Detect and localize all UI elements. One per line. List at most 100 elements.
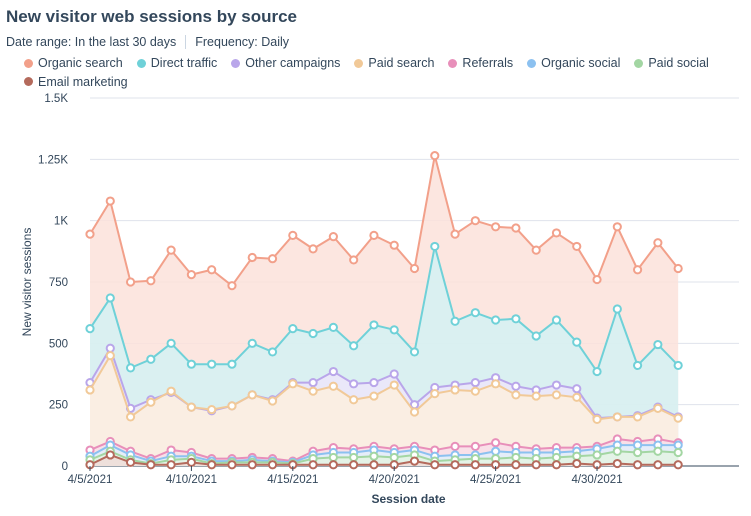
point-paid-social[interactable] [349, 452, 359, 463]
point-email-marketing[interactable] [308, 460, 318, 470]
point-organic-search[interactable] [409, 263, 420, 274]
point-direct-traffic[interactable] [85, 324, 95, 334]
legend-item-paid-social[interactable]: Paid social [634, 54, 709, 72]
point-organic-search[interactable] [328, 232, 338, 242]
point-email-marketing[interactable] [430, 460, 440, 470]
point-other-campaigns[interactable] [349, 379, 359, 389]
point-email-marketing[interactable] [349, 460, 359, 470]
point-organic-search[interactable] [186, 270, 197, 280]
point-organic-search[interactable] [612, 222, 622, 232]
point-other-campaigns[interactable] [308, 377, 318, 388]
point-direct-traffic[interactable] [267, 347, 278, 357]
point-paid-search[interactable] [85, 385, 95, 395]
point-paid-search[interactable] [125, 412, 136, 422]
point-paid-social[interactable] [389, 452, 399, 463]
point-email-marketing[interactable] [531, 460, 541, 470]
point-email-marketing[interactable] [653, 460, 663, 470]
point-paid-search[interactable] [592, 414, 602, 424]
point-email-marketing[interactable] [247, 460, 257, 470]
point-paid-search[interactable] [572, 392, 582, 402]
point-paid-search[interactable] [105, 351, 115, 361]
point-paid-search[interactable] [389, 380, 399, 390]
point-direct-traffic[interactable] [470, 308, 480, 318]
point-paid-search[interactable] [551, 390, 562, 400]
point-other-campaigns[interactable] [551, 380, 562, 390]
point-organic-search[interactable] [491, 222, 501, 232]
point-paid-search[interactable] [288, 379, 298, 389]
point-organic-search[interactable] [227, 281, 237, 291]
point-direct-traffic[interactable] [551, 315, 562, 325]
point-organic-search[interactable] [511, 223, 521, 233]
point-direct-traffic[interactable] [328, 322, 338, 332]
point-paid-search[interactable] [511, 390, 521, 400]
point-direct-traffic[interactable] [308, 328, 318, 339]
point-paid-search[interactable] [247, 390, 257, 400]
point-direct-traffic[interactable] [125, 363, 136, 373]
point-organic-search[interactable] [572, 241, 582, 252]
point-paid-search[interactable] [612, 412, 622, 422]
point-organic-search[interactable] [389, 240, 399, 250]
point-email-marketing[interactable] [146, 460, 156, 470]
point-paid-search[interactable] [470, 386, 480, 396]
point-organic-social[interactable] [673, 440, 683, 450]
point-organic-search[interactable] [551, 228, 562, 238]
point-paid-search[interactable] [349, 395, 359, 405]
legend-item-organic-search[interactable]: Organic search [24, 54, 123, 72]
date-range[interactable]: Date range: In the last 30 days [6, 35, 177, 49]
point-direct-traffic[interactable] [369, 320, 379, 330]
point-organic-search[interactable] [207, 265, 217, 275]
point-organic-search[interactable] [247, 252, 257, 263]
point-organic-search[interactable] [267, 254, 278, 264]
point-paid-search[interactable] [267, 396, 278, 406]
point-direct-traffic[interactable] [227, 359, 237, 369]
point-paid-search[interactable] [186, 402, 197, 412]
point-direct-traffic[interactable] [288, 324, 298, 334]
point-other-campaigns[interactable] [389, 369, 399, 379]
point-paid-social[interactable] [673, 447, 683, 458]
point-direct-traffic[interactable] [450, 316, 460, 326]
point-organic-search[interactable] [450, 229, 460, 239]
point-organic-social[interactable] [632, 440, 643, 450]
point-direct-traffic[interactable] [511, 314, 521, 324]
point-direct-traffic[interactable] [673, 360, 683, 371]
point-email-marketing[interactable] [551, 460, 562, 470]
point-organic-search[interactable] [166, 245, 176, 255]
point-organic-search[interactable] [632, 265, 643, 275]
frequency[interactable]: Frequency: Daily [195, 35, 290, 49]
point-email-marketing[interactable] [673, 460, 683, 470]
point-organic-search[interactable] [308, 244, 318, 254]
point-direct-traffic[interactable] [430, 241, 440, 252]
point-organic-search[interactable] [349, 255, 359, 265]
point-email-marketing[interactable] [409, 456, 420, 466]
legend-item-paid-search[interactable]: Paid search [354, 54, 434, 72]
point-email-marketing[interactable] [166, 460, 176, 470]
point-organic-search[interactable] [673, 263, 683, 274]
point-organic-search[interactable] [653, 238, 663, 248]
point-paid-social[interactable] [369, 451, 379, 461]
point-organic-search[interactable] [430, 151, 440, 161]
point-paid-search[interactable] [673, 413, 683, 423]
point-email-marketing[interactable] [450, 460, 460, 470]
legend-item-email-marketing[interactable]: Email marketing [24, 73, 128, 91]
point-paid-search[interactable] [227, 401, 237, 411]
point-direct-traffic[interactable] [592, 366, 602, 377]
point-organic-search[interactable] [125, 277, 136, 287]
point-organic-search[interactable] [470, 216, 480, 226]
point-email-marketing[interactable] [227, 460, 237, 470]
point-paid-search[interactable] [430, 389, 440, 399]
point-other-campaigns[interactable] [105, 343, 115, 353]
point-direct-traffic[interactable] [166, 338, 176, 348]
point-email-marketing[interactable] [267, 460, 278, 470]
point-direct-traffic[interactable] [531, 331, 541, 341]
point-organic-search[interactable] [146, 276, 156, 286]
point-direct-traffic[interactable] [491, 315, 501, 325]
legend-item-referrals[interactable]: Referrals [448, 54, 513, 72]
point-paid-social[interactable] [551, 452, 562, 463]
point-direct-traffic[interactable] [207, 359, 217, 369]
point-paid-search[interactable] [409, 407, 420, 417]
point-email-marketing[interactable] [369, 460, 379, 470]
point-organic-search[interactable] [369, 230, 379, 240]
point-referrals[interactable] [491, 438, 501, 448]
point-direct-traffic[interactable] [389, 325, 399, 335]
point-paid-search[interactable] [207, 404, 217, 415]
